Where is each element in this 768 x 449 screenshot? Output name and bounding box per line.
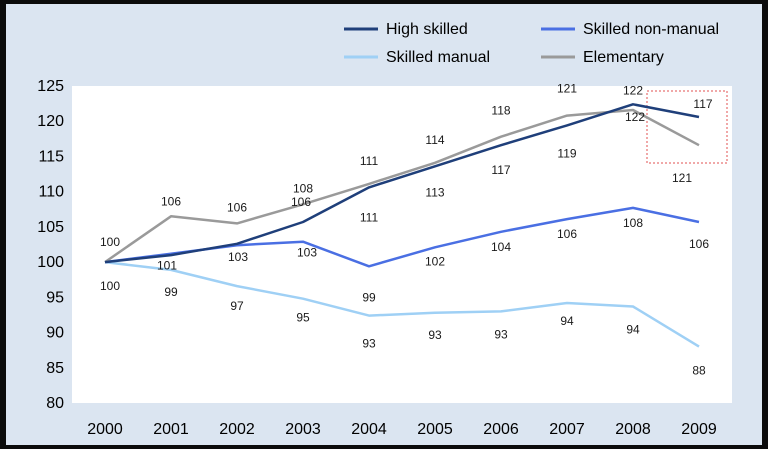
- y-axis: 80 85 90 95 100 105 110 115 120 125: [37, 78, 64, 412]
- data-label: 122: [625, 110, 645, 124]
- legend-label: Skilled non-manual: [583, 21, 719, 38]
- data-label: 122: [623, 83, 643, 97]
- series-lines: [104, 103, 700, 348]
- data-label: 93: [494, 327, 508, 341]
- y-tick-label: 125: [37, 78, 64, 95]
- legend-label: High skilled: [386, 21, 468, 38]
- data-label: 100: [100, 235, 120, 249]
- data-label: 121: [557, 82, 577, 96]
- y-tick-label: 120: [37, 113, 64, 130]
- legend-label: Skilled manual: [386, 49, 490, 66]
- data-label: 117: [491, 163, 510, 177]
- x-tick-label: 2005: [417, 421, 453, 438]
- plot-area: [72, 86, 732, 403]
- data-label: 108: [623, 216, 643, 230]
- x-tick-label: 2003: [285, 421, 321, 438]
- data-label: 106: [557, 227, 577, 241]
- x-tick-label: 2009: [681, 421, 717, 438]
- data-label: 117: [693, 97, 712, 111]
- x-tick-label: 2007: [549, 421, 585, 438]
- data-label: 113: [425, 185, 444, 199]
- data-label: 106: [291, 195, 311, 209]
- y-tick-label: 95: [46, 289, 64, 306]
- data-label: 119: [557, 146, 576, 160]
- data-label: 94: [560, 314, 574, 328]
- y-tick-label: 110: [38, 184, 64, 201]
- y-tick-label: 80: [46, 395, 64, 412]
- data-labels: 106 111 113 117 119 122 117 100 101 103 103 99 102 10…: [100, 82, 713, 378]
- y-tick-label: 100: [37, 254, 64, 271]
- data-label: 106: [161, 194, 181, 208]
- data-label: 103: [228, 250, 248, 264]
- data-label: 118: [491, 104, 510, 118]
- data-label: 88: [692, 364, 706, 378]
- x-tick-label: 2006: [483, 421, 519, 438]
- series-line-skilled-manual: [104, 260, 700, 348]
- data-label: 111: [360, 210, 379, 224]
- data-label: 104: [491, 240, 511, 254]
- data-label: 95: [296, 311, 310, 325]
- x-tick-label: 2002: [219, 421, 255, 438]
- y-tick-label: 115: [38, 148, 64, 165]
- highlight-box: [646, 90, 728, 164]
- x-axis: 2000 2001 2002 2003 2004 2005 2006 2007 2008 2009: [87, 421, 717, 438]
- legend: High skilled Skilled non-manual Skilled ma…: [344, 21, 719, 66]
- data-label: 111: [360, 154, 379, 168]
- x-tick-label: 2001: [153, 421, 189, 438]
- data-label: 94: [626, 322, 640, 336]
- x-tick-label: 2000: [87, 421, 123, 438]
- data-label: 101: [157, 259, 177, 273]
- data-label: 106: [689, 237, 709, 251]
- data-label: 106: [227, 200, 247, 214]
- data-label: 100: [100, 279, 120, 293]
- data-label: 121: [672, 171, 692, 185]
- data-label: 102: [425, 254, 445, 268]
- y-tick-label: 90: [46, 325, 64, 342]
- data-label: 114: [425, 133, 444, 147]
- x-tick-label: 2008: [615, 421, 651, 438]
- data-label: 103: [297, 246, 317, 260]
- y-tick-label: 105: [37, 219, 64, 236]
- data-label: 99: [164, 285, 178, 299]
- y-tick-label: 85: [46, 360, 64, 377]
- chart-frame: 80 85 90 95 100 105 110 115 120 125 2000 2001 2002 2…: [6, 4, 762, 445]
- series-line-elementary: [104, 108, 700, 264]
- data-label: 97: [230, 299, 244, 313]
- legend-label: Elementary: [583, 49, 664, 66]
- data-label: 108: [293, 181, 313, 195]
- data-label: 93: [362, 337, 376, 351]
- x-tick-label: 2004: [351, 421, 387, 438]
- data-label: 99: [362, 290, 376, 304]
- series-line-high-skilled: [104, 103, 700, 264]
- data-label: 93: [428, 328, 442, 342]
